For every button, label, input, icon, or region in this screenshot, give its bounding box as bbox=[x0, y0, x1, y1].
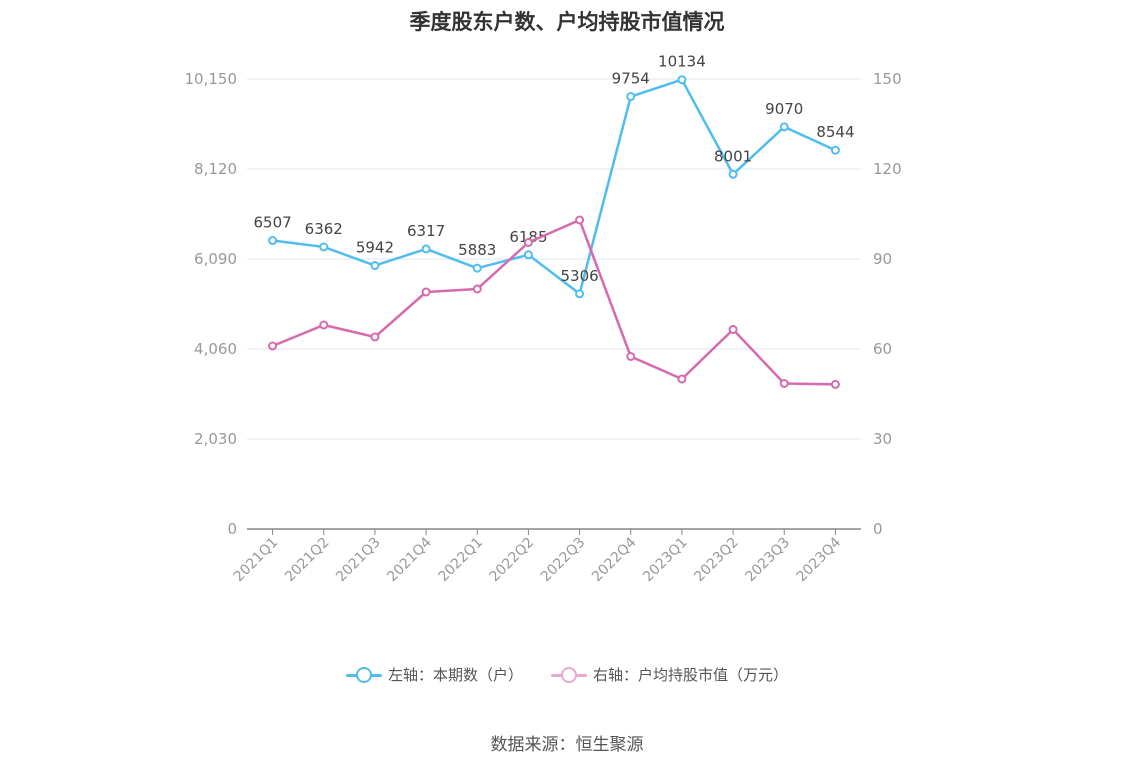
legend-item-right-series[interactable]: 右轴：户均持股市值（万元） bbox=[551, 664, 788, 685]
right-axis-tick-label: 30 bbox=[873, 430, 892, 448]
data-point-right bbox=[370, 332, 380, 342]
source-note: 数据来源：恒生聚源 bbox=[490, 735, 644, 755]
x-axis-tick-label: 2022Q4 bbox=[589, 534, 640, 585]
x-axis-tick-label: 2021Q4 bbox=[384, 534, 435, 585]
series-line-right bbox=[272, 218, 836, 386]
data-point-left bbox=[472, 263, 482, 273]
legend-label-left: 左轴：本期数（户） bbox=[387, 666, 523, 684]
x-axis-tick-label: 2022Q1 bbox=[435, 535, 486, 586]
left-axis-tick-label: 10,150 bbox=[185, 70, 238, 88]
data-label: 5306 bbox=[560, 267, 598, 285]
data-point-right bbox=[779, 379, 789, 388]
legend: 左轴：本期数（户） 右轴：户均持股市值（万元） bbox=[0, 664, 1134, 685]
data-point-right bbox=[728, 325, 738, 334]
data-point-left bbox=[677, 75, 687, 85]
data-label: 9070 bbox=[765, 100, 803, 118]
x-axis-tick-label: 2021Q3 bbox=[333, 535, 384, 586]
left-axis-tick-label: 6,090 bbox=[194, 250, 237, 268]
data-label: 6185 bbox=[509, 228, 547, 246]
x-axis-tick-label: 2023Q4 bbox=[794, 534, 845, 585]
right-axis-tick-label: 60 bbox=[873, 340, 892, 358]
data-label: 6507 bbox=[253, 214, 291, 232]
right-axis-tick-label: 150 bbox=[873, 70, 902, 88]
legend-marker-left bbox=[345, 665, 382, 685]
data-point-right bbox=[268, 341, 278, 351]
data-label: 10134 bbox=[658, 53, 706, 71]
data-point-left bbox=[268, 236, 278, 246]
data-point-right bbox=[319, 320, 329, 330]
data-point-left bbox=[523, 250, 533, 260]
left-axis-tick-label: 2,030 bbox=[194, 430, 237, 448]
data-point-right bbox=[523, 238, 533, 247]
data-label: 8544 bbox=[816, 123, 854, 141]
right-axis-tick-label: 0 bbox=[873, 520, 883, 538]
data-label: 5942 bbox=[356, 239, 394, 257]
x-axis-tick-label: 2023Q2 bbox=[691, 535, 742, 586]
right-axis-tick-label: 90 bbox=[873, 250, 892, 268]
legend-label-right: 右轴：户均持股市值（万元） bbox=[593, 666, 789, 684]
legend-marker-right bbox=[551, 665, 587, 685]
data-label: 9754 bbox=[612, 70, 650, 88]
data-point-left bbox=[779, 122, 789, 132]
data-label: 5883 bbox=[458, 241, 496, 259]
data-point-right bbox=[626, 352, 636, 361]
data-label: 6362 bbox=[305, 220, 343, 238]
data-point-right bbox=[830, 379, 840, 389]
x-axis-tick-label: 2021Q1 bbox=[231, 535, 282, 586]
line-chart: 0 2,030 4,060 6,090 8,120 10,150 0 30 60 90 120 150… bbox=[185, 53, 902, 586]
x-axis-tick-label: 2022Q2 bbox=[487, 535, 538, 586]
data-point-left bbox=[319, 242, 329, 252]
left-axis-tick-label: 8,120 bbox=[194, 160, 237, 178]
data-label: 8001 bbox=[714, 147, 752, 165]
x-axis-tick-label: 2021Q2 bbox=[282, 535, 333, 586]
series-line-left bbox=[272, 78, 836, 296]
data-point-right bbox=[677, 374, 687, 384]
data-point-right bbox=[472, 284, 482, 294]
x-axis-tick-label: 2022Q3 bbox=[538, 535, 589, 586]
data-point-left bbox=[626, 92, 636, 102]
x-axis-tick-label: 2023Q3 bbox=[742, 535, 793, 586]
data-label: 6317 bbox=[407, 222, 445, 240]
legend-item-left-series[interactable]: 左轴：本期数（户） bbox=[345, 664, 523, 685]
data-point-left bbox=[421, 244, 431, 254]
data-point-left bbox=[575, 289, 585, 299]
left-axis-tick-label: 0 bbox=[227, 520, 237, 538]
data-point-right bbox=[421, 287, 431, 297]
data-point-left bbox=[830, 145, 840, 155]
data-point-left bbox=[370, 261, 380, 271]
data-point-right bbox=[575, 215, 585, 225]
left-axis-tick-label: 4,060 bbox=[194, 340, 237, 358]
x-axis-tick-label: 2023Q1 bbox=[640, 535, 691, 586]
right-axis-tick-label: 120 bbox=[873, 160, 902, 178]
chart-title: 季度股东户数、户均持股市值情况 bbox=[409, 10, 725, 34]
data-point-left bbox=[728, 169, 738, 179]
